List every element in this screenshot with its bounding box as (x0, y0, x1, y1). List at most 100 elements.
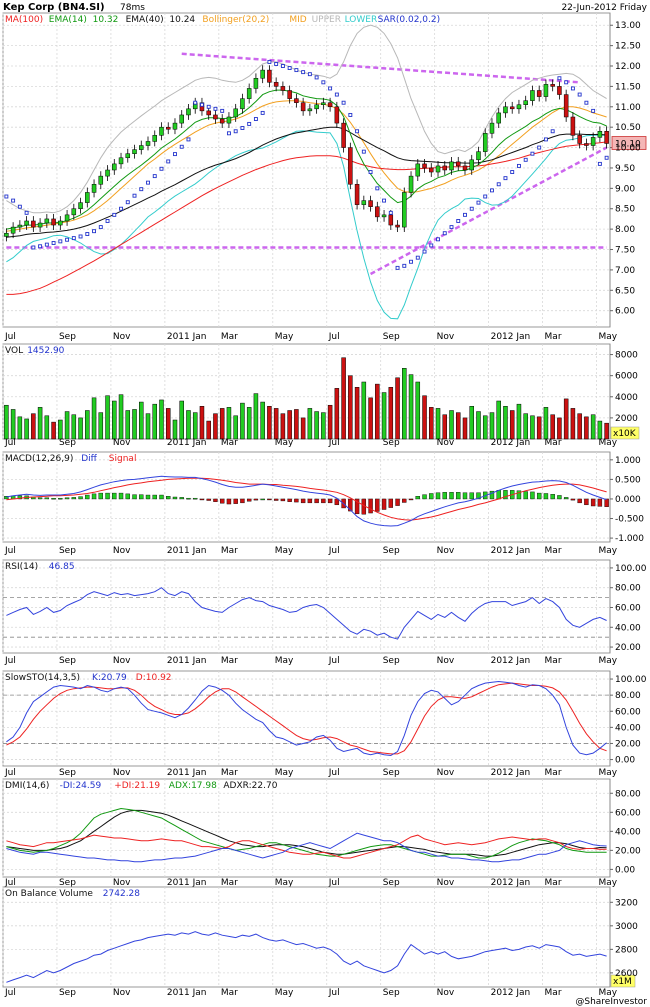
candle (226, 116, 232, 124)
x-tick-label: Mar (545, 878, 562, 888)
x-tick-label: May (599, 546, 618, 556)
candle (85, 192, 90, 203)
volume-bar (550, 414, 555, 440)
legend-entry: VOL (5, 346, 23, 356)
volume-bar (543, 407, 549, 440)
trendline (181, 52, 580, 84)
x-tick-label: Sep (383, 656, 400, 666)
volume-bar (422, 395, 427, 440)
volume-bar (246, 407, 252, 440)
x-tick-label: Nov (437, 332, 455, 342)
sar-dot (301, 70, 306, 75)
macd-hist-bar (91, 493, 97, 500)
macd-hist-bar (496, 490, 501, 500)
sar-dot (355, 129, 360, 134)
candle (112, 163, 117, 171)
candle (381, 214, 387, 218)
volume-bar (165, 408, 171, 440)
macd-hist-bar (219, 498, 225, 504)
volume-bar (584, 416, 589, 440)
x-tick-label: Jul (328, 768, 340, 778)
candle (172, 122, 178, 130)
sar-dot (476, 200, 481, 205)
candle (570, 116, 576, 136)
macd-hist-bar (590, 498, 596, 507)
legend-entry: RSI(14) (5, 562, 38, 572)
macd-hist-bar (408, 498, 414, 501)
macd-hist-bar (462, 492, 468, 500)
sar-dot (361, 149, 366, 154)
sar-dot (247, 121, 252, 126)
macd-hist-bar (570, 498, 576, 501)
candle (4, 232, 9, 237)
candle (476, 151, 481, 161)
candle (354, 184, 360, 205)
sar-dot (213, 106, 218, 111)
candle (590, 137, 596, 146)
ema40-line (6, 126, 607, 238)
volume-bar (85, 410, 90, 440)
candle (314, 104, 319, 110)
y-tick-label: 2800 (615, 945, 638, 955)
legend-entry: ADX:17.98 (169, 781, 217, 791)
x-tick-label: May (275, 332, 294, 342)
sar-dot (186, 137, 191, 142)
volume-bar (604, 422, 609, 440)
volume-bar (199, 406, 205, 440)
macd-hist-bar (597, 498, 603, 507)
candle (348, 147, 353, 185)
x-tick-label: May (275, 546, 294, 556)
sar-dot (584, 100, 589, 105)
x-tick-label: Sep (383, 988, 400, 998)
sar-dot (166, 159, 171, 164)
candle (58, 220, 63, 226)
sar-dot (321, 80, 326, 85)
macd-hist-bar (112, 492, 117, 500)
candle (132, 149, 137, 154)
x-tick-label: Jul (4, 878, 16, 888)
volume-bar (489, 412, 495, 440)
sar-dot (557, 76, 562, 81)
candle (368, 200, 373, 207)
panel-stochastic (2, 670, 613, 767)
macd-hist-bar (233, 498, 238, 504)
candle (442, 165, 448, 171)
legend-entry: MACD(12,26,9) (5, 454, 73, 464)
macd-hist-bar (388, 498, 394, 508)
candle (152, 135, 157, 142)
candle (361, 200, 367, 205)
sar-dot (92, 229, 97, 234)
x-tick-label: Mar (545, 768, 562, 778)
volume-bar (516, 403, 522, 440)
volume-bar (530, 415, 535, 440)
volume-bar (51, 421, 56, 440)
y-tick-label: 100.00 (615, 564, 647, 574)
sar-dot (382, 198, 387, 203)
macd-diff-line (6, 475, 607, 527)
sar-dot (51, 241, 56, 245)
sar-dot (11, 198, 16, 203)
macd-hist-bar (260, 498, 265, 501)
x-tick-label: Jul (4, 656, 16, 666)
y-tick-label: 10.00 (615, 144, 641, 154)
sar-dot (422, 249, 427, 254)
sar-dot (85, 232, 90, 236)
x-tick-label: 2012 Jan (491, 656, 531, 666)
y-tick-label: 1.000 (615, 456, 641, 466)
x-tick-label: Nov (113, 988, 131, 998)
sar-dot (415, 255, 420, 260)
volume-bar (112, 400, 117, 440)
x-tick-label: Mar (545, 656, 562, 666)
y-tick-label: 7.00 (615, 266, 635, 276)
sar-dot (550, 129, 555, 134)
candle (584, 143, 589, 146)
candle (253, 77, 259, 89)
legend-entry: Diff (81, 454, 97, 464)
sar-dot (206, 104, 211, 109)
x-tick-label: 2012 Jan (491, 438, 531, 448)
legend-entry: K:20.79 (92, 673, 127, 683)
sar-dot (537, 145, 542, 150)
macd-hist-bar (273, 498, 279, 501)
candle (98, 175, 104, 185)
sar-dot (38, 244, 43, 249)
